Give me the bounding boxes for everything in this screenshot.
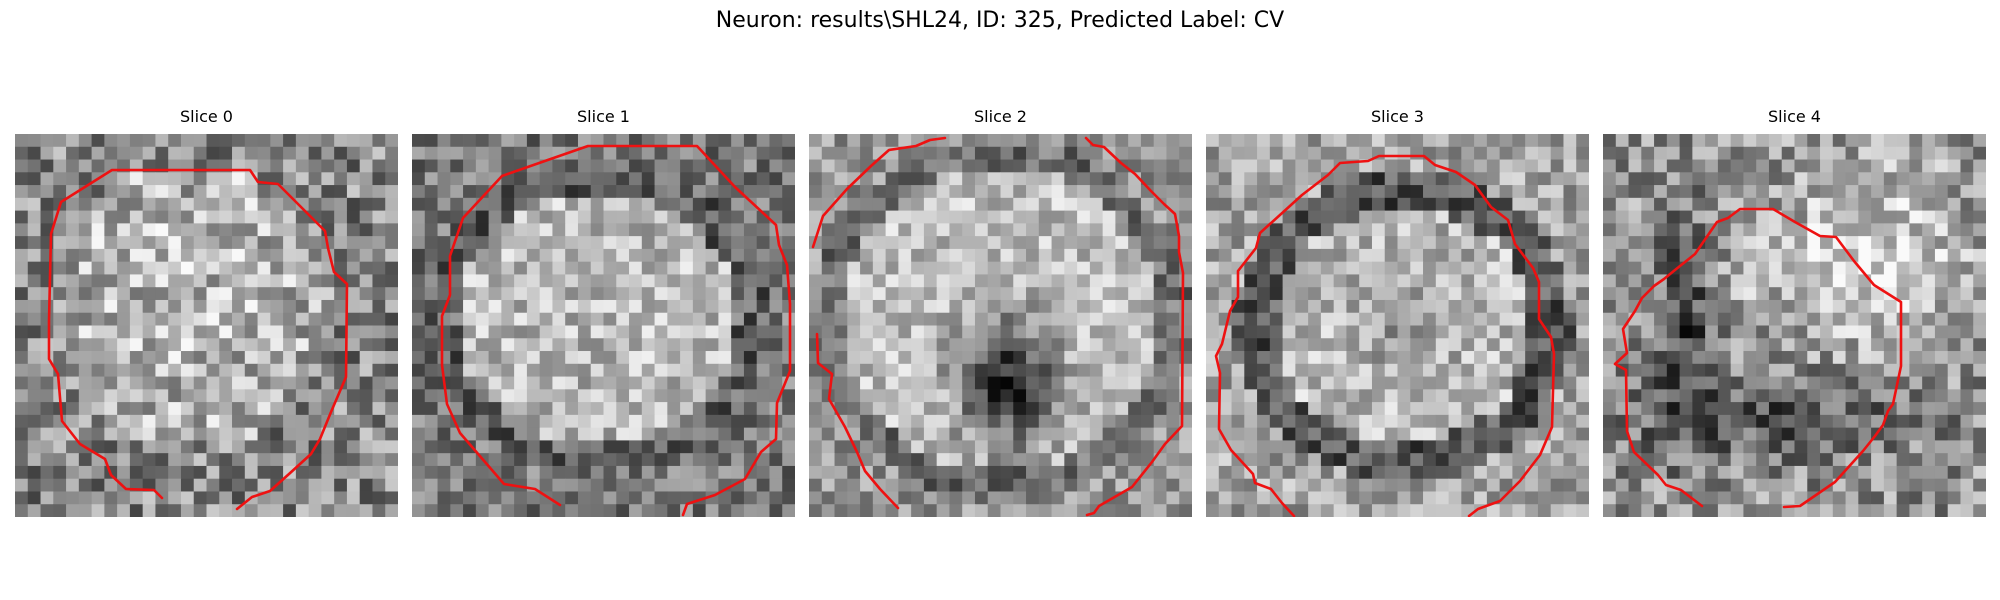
- slice-image-4: [1603, 134, 1986, 517]
- cell-contour-line: [811, 136, 947, 249]
- slice-panel-3: Slice 3: [1206, 107, 1589, 517]
- cell-contour-line: [1214, 154, 1556, 517]
- pixel-grid: [1603, 134, 1986, 517]
- pixel-grid: [15, 134, 398, 517]
- cell-contour-line: [47, 168, 349, 511]
- slice-panel-1: Slice 1: [412, 107, 795, 517]
- slice-title-3: Slice 3: [1371, 107, 1424, 126]
- slice-title-0: Slice 0: [180, 107, 233, 126]
- slice-panel-2: Slice 2: [809, 107, 1192, 517]
- slice-title-1: Slice 1: [577, 107, 630, 126]
- slice-panel-4: Slice 4: [1603, 107, 1986, 517]
- slice-title-4: Slice 4: [1768, 107, 1821, 126]
- pixel-grid: [412, 134, 795, 517]
- figure-title: Neuron: results\SHL24, ID: 325, Predicte…: [715, 8, 1285, 33]
- cell-contour-line: [815, 332, 900, 510]
- slice-image-1: [412, 134, 795, 517]
- cell-contour-line: [440, 144, 792, 517]
- slice-image-0: [15, 134, 398, 517]
- cell-contour-line: [1084, 136, 1185, 517]
- cell-contour-line: [1613, 207, 1903, 509]
- slice-image-3: [1206, 134, 1589, 517]
- slice-image-2: [809, 134, 1192, 517]
- pixel-grid: [1206, 134, 1589, 517]
- slice-panel-0: Slice 0: [15, 107, 398, 517]
- slice-title-2: Slice 2: [974, 107, 1027, 126]
- pixel-grid: [809, 134, 1192, 517]
